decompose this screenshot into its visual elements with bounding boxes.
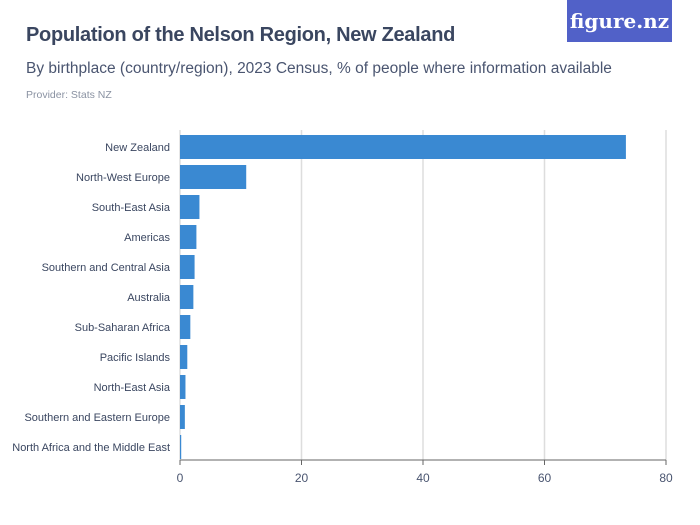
category-label: North-West Europe xyxy=(76,172,170,184)
x-tick-label: 60 xyxy=(538,471,552,485)
provider-label: Provider: Stats NZ xyxy=(26,89,112,101)
category-label: Southern and Eastern Europe xyxy=(24,412,170,424)
category-label: New Zealand xyxy=(105,142,170,154)
bar[interactable] xyxy=(180,315,191,339)
x-tick-label: 40 xyxy=(416,471,430,485)
bar[interactable] xyxy=(180,165,247,189)
bar[interactable] xyxy=(180,285,194,309)
x-tick-label: 20 xyxy=(295,471,309,485)
category-label: South-East Asia xyxy=(92,202,171,214)
x-tick-label: 80 xyxy=(659,471,673,485)
chart-title: Population of the Nelson Region, New Zea… xyxy=(26,24,456,46)
bar[interactable] xyxy=(180,195,200,219)
category-label: Pacific Islands xyxy=(100,352,171,364)
category-label: North Africa and the Middle East xyxy=(12,442,170,454)
bar[interactable] xyxy=(180,345,188,369)
category-label: Southern and Central Asia xyxy=(42,262,171,274)
category-label: Sub-Saharan Africa xyxy=(75,322,171,334)
bar[interactable] xyxy=(180,135,626,159)
category-label: North-East Asia xyxy=(94,382,171,394)
bar[interactable] xyxy=(180,375,186,399)
bar[interactable] xyxy=(180,435,182,459)
bar[interactable] xyxy=(180,405,185,429)
bar[interactable] xyxy=(180,255,195,279)
category-label: Americas xyxy=(124,232,170,244)
bar[interactable] xyxy=(180,225,197,249)
chart-subtitle: By birthplace (country/region), 2023 Cen… xyxy=(26,60,612,77)
figure-nz-logo[interactable]: figure.nz xyxy=(567,0,672,42)
category-label: Australia xyxy=(127,292,171,304)
x-tick-label: 0 xyxy=(177,471,184,485)
